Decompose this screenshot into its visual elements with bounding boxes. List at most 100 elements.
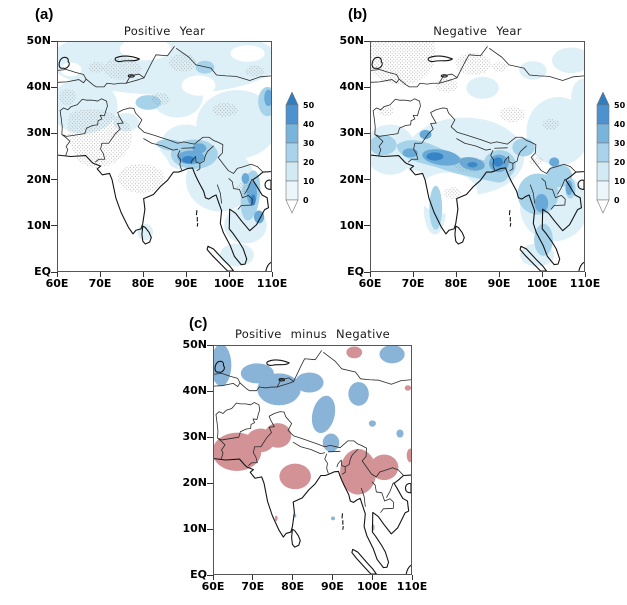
axis-tick	[364, 179, 370, 181]
axis-tick	[498, 272, 500, 277]
axis-tick	[56, 272, 58, 277]
colorbar-tick-label: 20	[303, 158, 315, 167]
axis-tick	[212, 575, 214, 580]
axis-tick	[207, 436, 213, 438]
lon-tick-label: 90E	[174, 277, 198, 290]
colorbar-tick-label: 10	[303, 177, 315, 186]
panel-a-colorbar	[284, 91, 320, 218]
axis-tick	[207, 574, 213, 576]
axis-tick	[364, 132, 370, 134]
lat-tick-label: 20N	[182, 476, 207, 489]
panel-c-title: Positive minus Negative	[234, 327, 391, 341]
axis-tick	[455, 272, 457, 277]
colorbar-tick-label: 40	[614, 120, 626, 129]
axis-tick	[331, 575, 333, 580]
panel-b-map	[370, 41, 585, 272]
axis-tick	[51, 271, 57, 273]
lon-tick-label: 110E	[396, 580, 428, 593]
lat-tick-label: 30N	[339, 126, 364, 140]
lat-tick-label: 30N	[26, 126, 51, 140]
panel-a-map	[57, 41, 272, 272]
panel-b-colorbar	[595, 91, 627, 218]
axis-tick	[185, 272, 187, 277]
panel-c-map	[213, 345, 412, 575]
axis-tick	[541, 272, 543, 277]
panel-c-map-svg	[214, 346, 411, 574]
lon-tick-label: 110E	[256, 277, 288, 290]
lat-tick-label: 10N	[339, 218, 364, 232]
lat-tick-label: 20N	[339, 172, 364, 186]
lat-tick-label: 20N	[26, 172, 51, 186]
axis-tick	[207, 344, 213, 346]
colorbar-tick-label: 0	[303, 196, 309, 205]
colorbar-tick-label: 20	[614, 158, 626, 167]
panel-a-stippling	[58, 53, 265, 194]
axis-tick	[364, 86, 370, 88]
axis-tick	[207, 528, 213, 530]
lat-tick-label: 50N	[182, 338, 207, 351]
axis-tick	[228, 272, 230, 277]
lon-tick-label: 80E	[281, 580, 304, 593]
axis-tick	[292, 575, 294, 580]
axis-tick	[142, 272, 144, 277]
colorbar-tick-label: 30	[303, 139, 315, 148]
lon-tick-label: 90E	[320, 580, 344, 593]
colorbar-tick-label: 40	[303, 120, 315, 129]
axis-tick	[207, 482, 213, 484]
panel-a-title: Positive Year	[123, 24, 206, 38]
axis-tick	[584, 272, 586, 277]
axis-tick	[51, 225, 57, 227]
axis-tick	[271, 272, 273, 277]
lon-tick-label: 110E	[569, 277, 601, 290]
lat-tick-label: EQ	[34, 265, 51, 278]
colorbar-tick-label: 10	[614, 177, 626, 186]
lon-tick-label: 100E	[213, 277, 245, 290]
colorbar-tick-label: 30	[614, 139, 626, 148]
lon-tick-label: 100E	[526, 277, 558, 290]
lat-tick-label: 10N	[26, 218, 51, 232]
axis-tick	[99, 272, 101, 277]
panel-b-stippling	[371, 42, 560, 200]
lon-tick-label: 60E	[201, 580, 225, 593]
axis-tick	[364, 40, 370, 42]
lon-tick-label: 80E	[444, 277, 468, 290]
colorbar-tick-label: 0	[614, 196, 620, 205]
lon-tick-label: 60E	[358, 277, 382, 290]
panel-a-map-svg	[58, 42, 271, 271]
panel-b-title: Negative Year	[433, 24, 522, 38]
axis-tick	[252, 575, 254, 580]
colorbar-svg	[596, 91, 610, 214]
lon-tick-label: 60E	[45, 277, 69, 290]
lat-tick-label: 50N	[26, 34, 51, 47]
axis-tick	[207, 390, 213, 392]
panel-b-label: (b)	[348, 6, 368, 23]
lat-tick-label: EQ	[347, 265, 364, 278]
axis-tick	[51, 86, 57, 88]
colorbar-arrow-top	[596, 91, 610, 106]
axis-tick	[412, 272, 414, 277]
colorbar-tick-label: 50	[614, 101, 626, 110]
panel-b-map-svg	[371, 42, 584, 271]
lon-tick-label: 70E	[401, 277, 425, 290]
lon-tick-label: 80E	[131, 277, 155, 290]
panel-a-label: (a)	[35, 6, 54, 23]
lat-tick-label: 40N	[182, 384, 207, 397]
lon-tick-label: 90E	[487, 277, 511, 290]
axis-tick	[371, 575, 373, 580]
panel-c-label: (c)	[189, 315, 208, 332]
lat-tick-label: EQ	[190, 568, 207, 581]
axis-tick	[411, 575, 413, 580]
lat-tick-label: 30N	[182, 430, 207, 443]
lon-tick-label: 70E	[241, 580, 265, 593]
axis-tick	[369, 272, 371, 277]
axis-tick	[364, 271, 370, 273]
colorbar-svg	[285, 91, 299, 214]
panel-c-negative-anomalies	[214, 346, 411, 531]
axis-tick	[51, 179, 57, 181]
lat-tick-label: 40N	[26, 80, 51, 94]
lat-tick-label: 40N	[339, 80, 364, 94]
panel-c-positive-anomalies	[214, 346, 405, 521]
panel-a-shading	[58, 42, 271, 267]
axis-tick	[51, 132, 57, 134]
